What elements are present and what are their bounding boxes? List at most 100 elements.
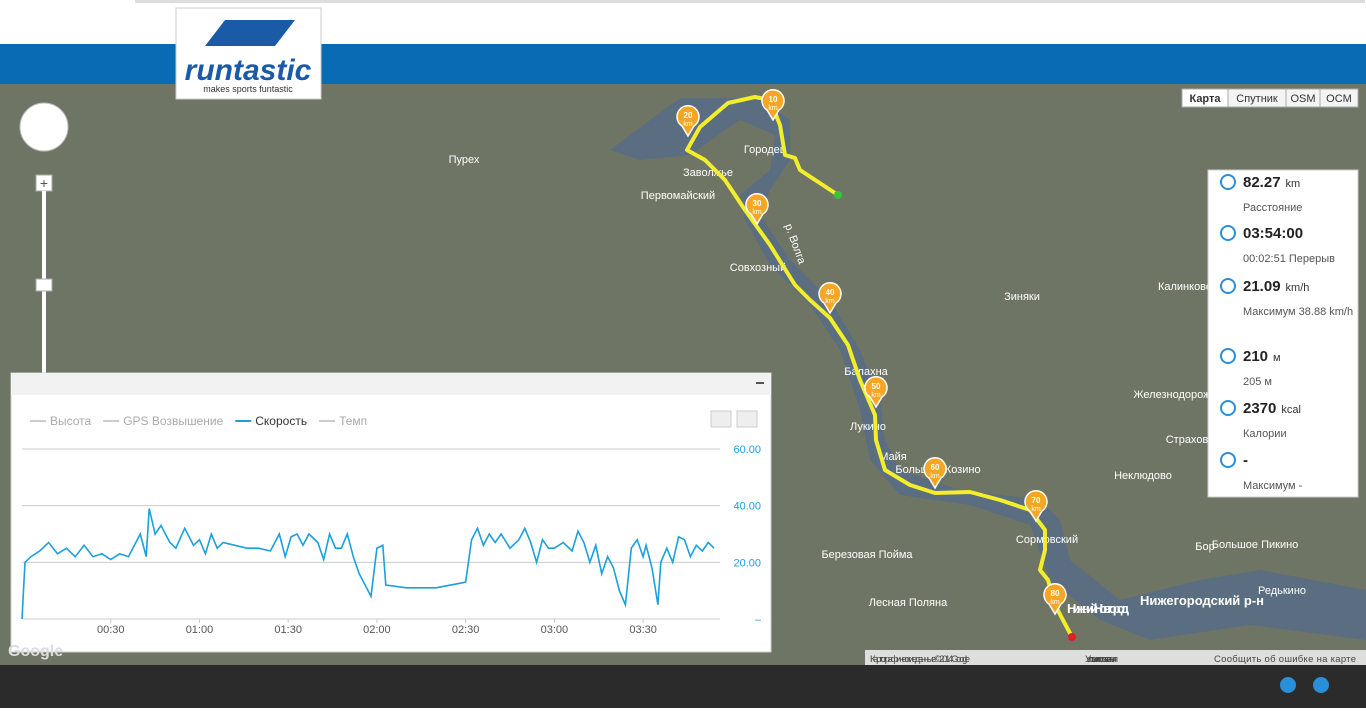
stat-sub: 00:02:51 Перерыв	[1243, 253, 1335, 265]
x-tick-label: 00:30	[97, 624, 125, 636]
x-tick-label: 01:00	[186, 624, 214, 636]
place-label: Лукино	[850, 421, 886, 433]
route-start	[834, 191, 842, 199]
zoom-slider[interactable]	[35, 278, 53, 292]
km-marker-unit: km	[1050, 599, 1060, 606]
river	[610, 98, 1366, 640]
fullscreen-button[interactable]	[1313, 677, 1329, 693]
place-label: Зиняки	[1004, 291, 1040, 303]
map-type-label: OCM	[1326, 93, 1352, 105]
stat-sub: 205 м	[1243, 376, 1272, 388]
legend-label[interactable]: Темп	[339, 414, 367, 428]
map-type-button[interactable]	[1319, 88, 1359, 108]
map-attribution	[865, 650, 1366, 665]
x-tick-label: 03:00	[541, 624, 569, 636]
settings-button[interactable]	[1280, 677, 1296, 693]
x-tick-label: 03:30	[629, 624, 657, 636]
place-label: Первомайский	[641, 190, 715, 202]
km-marker	[1024, 490, 1048, 523]
chart-panel	[10, 372, 772, 653]
place-label: Заволжье	[683, 167, 733, 179]
stat-unit: м	[1273, 352, 1281, 364]
footer-bar	[0, 665, 1366, 708]
stat-value: 21.09	[1243, 278, 1281, 295]
attribution-text[interactable]: Сообщить об ошибке на карте	[1214, 654, 1356, 665]
download-button[interactable]	[736, 410, 758, 428]
legend-label[interactable]: GPS Возвышение	[123, 414, 223, 428]
logo-box	[175, 7, 322, 100]
stat-icon	[1220, 278, 1236, 294]
y-tick-label: –	[755, 614, 762, 626]
km-marker-value: 70	[1032, 496, 1041, 505]
slogan: makes sports funtastic	[203, 84, 293, 94]
km-marker-unit: km	[871, 392, 881, 399]
stat-icon	[1220, 348, 1236, 364]
x-tick-label: 02:30	[452, 624, 480, 636]
legend-label[interactable]: Скорость	[255, 414, 307, 428]
stat-icon	[1220, 225, 1236, 241]
place-label: Неклюдово	[1114, 470, 1172, 482]
place-label: Березовая Пойма	[821, 549, 913, 561]
km-marker-unit: km	[752, 209, 762, 216]
place-label: Калинково	[1158, 281, 1212, 293]
place-label: Лесная Поляна	[869, 597, 948, 609]
map-type-label: OSM	[1290, 93, 1315, 105]
km-marker-value: 60	[931, 463, 940, 472]
y-tick-label: 20.00	[733, 557, 761, 569]
stat-value: -	[1243, 452, 1248, 469]
x-tick-label: 02:00	[363, 624, 391, 636]
chart-panel-bar	[11, 373, 771, 395]
stat-icon	[1220, 400, 1236, 416]
y-tick-label: 40.00	[733, 501, 761, 513]
stat-value: 2370	[1243, 400, 1276, 417]
place-label: Большое Пикино	[1212, 539, 1299, 551]
pan-control[interactable]	[19, 102, 69, 152]
stat-unit: km	[1286, 178, 1301, 190]
km-marker	[676, 105, 700, 138]
km-marker-value: 20	[684, 111, 693, 120]
stat-sub: Максимум 38.88 km/h	[1243, 306, 1353, 318]
km-marker	[745, 193, 769, 226]
km-marker	[923, 457, 947, 490]
speed-line	[21, 508, 715, 620]
stat-icon	[1220, 452, 1236, 468]
stats-panel	[1207, 169, 1359, 498]
stat-value: 82.27	[1243, 174, 1281, 191]
km-marker-unit: km	[683, 121, 693, 128]
y-tick-label: 60.00	[733, 444, 761, 456]
print-button[interactable]	[710, 410, 732, 428]
zoom-in-icon: +	[40, 175, 48, 191]
x-tick-label: 01:30	[274, 624, 302, 636]
place-label: Балахна	[844, 366, 888, 378]
stat-sub: Расстояние	[1243, 202, 1302, 214]
route-end	[1068, 633, 1076, 641]
browser-edge	[135, 0, 1365, 3]
place-label: Совхозный	[730, 262, 786, 274]
minimize-button[interactable]	[756, 382, 764, 384]
stat-icon	[1220, 174, 1236, 190]
km-marker-value: 10	[769, 95, 778, 104]
attribution-text[interactable]: Условия использования	[1085, 654, 1118, 665]
map-type-label: Карта	[1189, 93, 1221, 105]
stat-value: 210	[1243, 348, 1268, 365]
km-marker-unit: km	[825, 298, 835, 305]
place-label: Городец	[744, 144, 787, 156]
google-logo: Google	[8, 643, 63, 660]
map-type-label: Спутник	[1236, 93, 1278, 105]
stat-value: 03:54:00	[1243, 225, 1303, 242]
stat-unit: kcal	[1281, 404, 1301, 416]
place-label: Майя	[879, 451, 907, 463]
place-label: Железнодорожный	[1133, 389, 1230, 401]
km-marker	[818, 282, 842, 315]
place-label: Редькино	[1258, 585, 1306, 597]
logo-text: runtastic	[185, 54, 312, 87]
stat-unit: km/h	[1286, 282, 1310, 294]
place-label: Бор	[1195, 541, 1214, 553]
legend-label[interactable]: Высота	[50, 414, 92, 428]
km-marker-unit: km	[768, 105, 778, 112]
km-marker-unit: km	[930, 473, 940, 480]
km-marker-value: 40	[826, 288, 835, 297]
km-marker-value: 50	[872, 382, 881, 391]
